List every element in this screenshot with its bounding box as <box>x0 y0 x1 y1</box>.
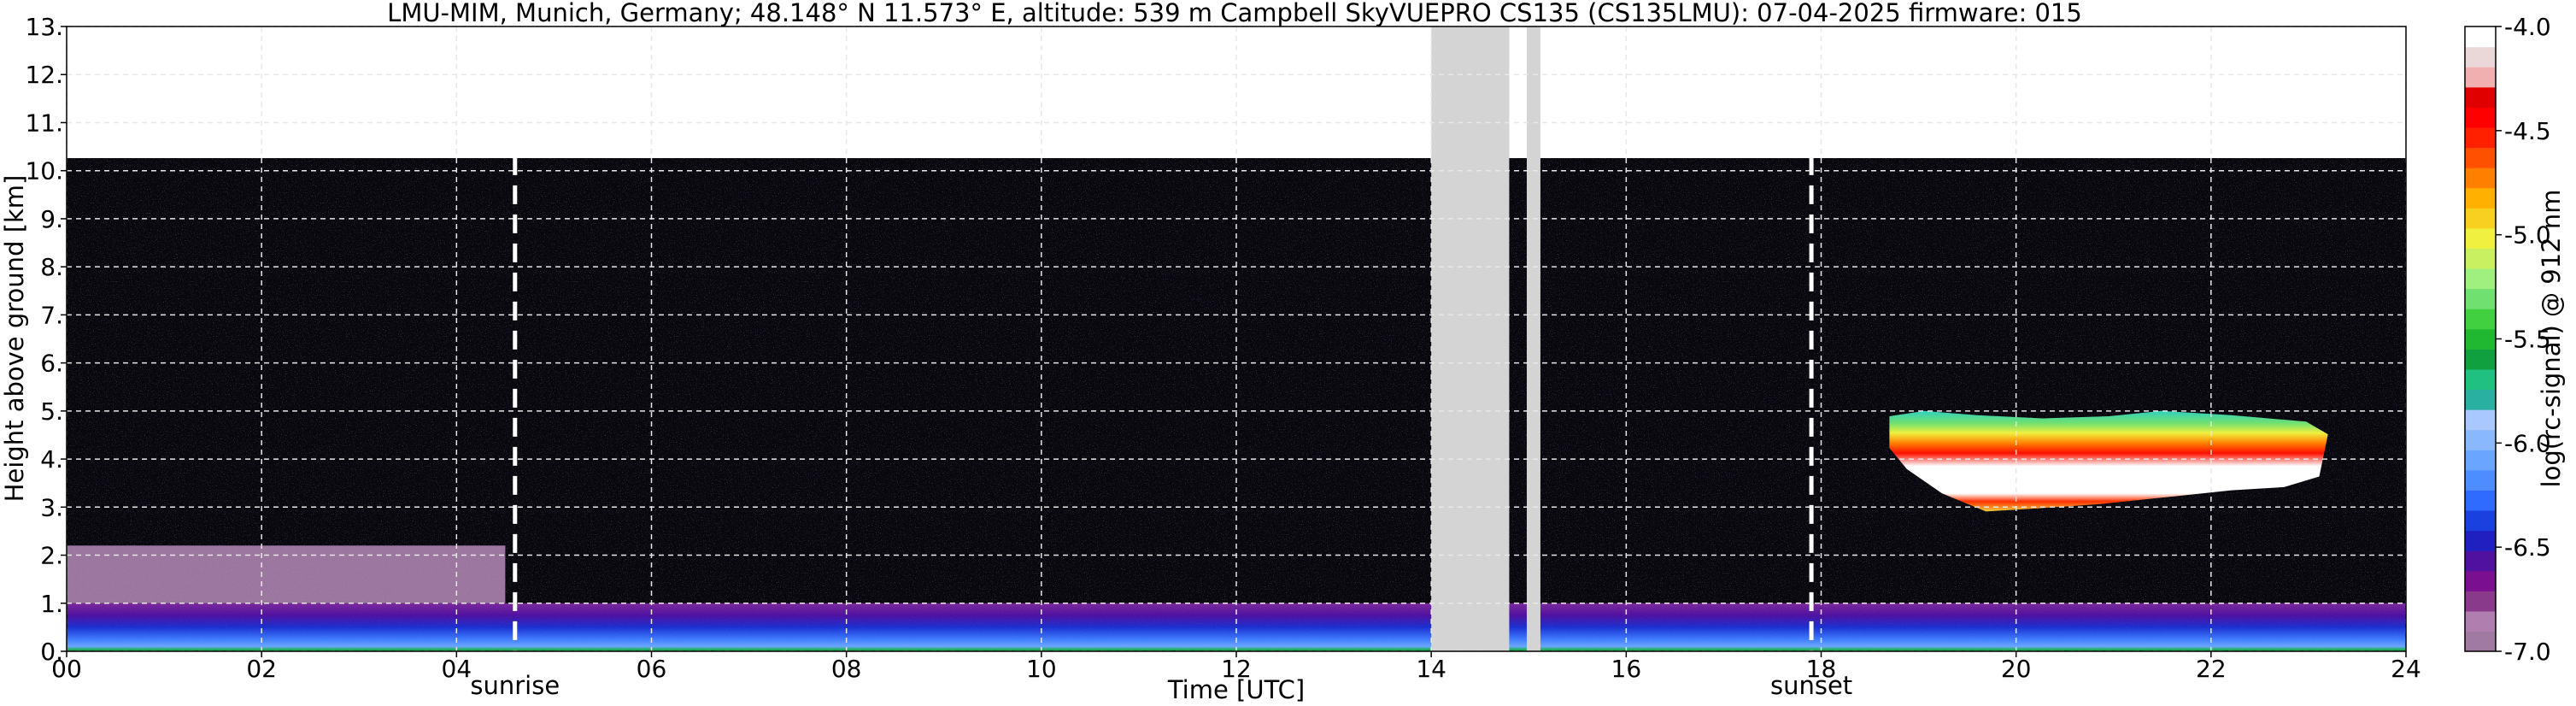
x-tick-label: 10 <box>1026 655 1057 683</box>
colorbar-swatch <box>2465 288 2496 309</box>
colorbar-swatches <box>2465 26 2496 652</box>
colorbar-swatch <box>2465 349 2496 370</box>
colorbar-swatch <box>2465 309 2496 330</box>
x-tick-label: 02 <box>246 655 277 683</box>
colorbar-swatch <box>2465 389 2496 410</box>
x-tick-label: 24 <box>2391 655 2421 683</box>
colorbar-swatch <box>2465 429 2496 450</box>
colorbar-tick-label: -5.5 <box>2504 326 2551 354</box>
x-tick-label: 22 <box>2196 655 2227 683</box>
chart-title: LMU-MIM, Munich, Germany; 48.148° N 11.5… <box>387 0 2082 27</box>
colorbar-label: log(rc-signal) @ 912 nm <box>2537 190 2566 488</box>
event-label-sunset: sunset <box>1770 671 1852 700</box>
x-tick-label: 20 <box>2001 655 2032 683</box>
colorbar-swatch <box>2465 490 2496 511</box>
x-tick-label: 08 <box>831 655 862 683</box>
y-tick-label: 4. <box>40 445 63 474</box>
x-tick-label: 12 <box>1221 655 1252 683</box>
colorbar-tick-label: -4.0 <box>2504 13 2551 41</box>
y-tick-label: 13. <box>25 13 63 41</box>
y-tick-label: 7. <box>40 301 63 329</box>
y-tick-label: 2. <box>40 542 63 570</box>
plot-area <box>66 26 2407 652</box>
x-tick-label: 16 <box>1611 655 1642 683</box>
colorbar-swatch <box>2465 227 2496 249</box>
y-tick-label: 12. <box>25 61 63 89</box>
y-tick-label: 1. <box>40 590 63 618</box>
colorbar-ticks: -4.0 -4.5 -5.0 -5.5 -6.0 -6.5 -7.0 <box>2496 13 2551 666</box>
colorbar-swatch <box>2465 409 2496 431</box>
colorbar-swatch <box>2465 187 2496 209</box>
colorbar-tick-label: -7.0 <box>2504 638 2551 666</box>
y-tick-label: 11. <box>25 109 63 137</box>
colorbar-swatch <box>2465 268 2496 290</box>
colorbar: -4.0 -4.5 -5.0 -5.5 -6.0 -6.5 -7.0 log(rc-sign… <box>2464 13 2566 666</box>
x-tick-label: 14 <box>1416 655 1446 683</box>
colorbar-swatch <box>2465 107 2496 128</box>
x-tick-label: 18 <box>1806 655 1837 683</box>
y-tick-label: 10. <box>25 157 63 185</box>
colorbar-swatch <box>2465 530 2496 551</box>
y-tick-label: 5. <box>40 397 63 426</box>
colorbar-swatch <box>2465 248 2496 269</box>
colorbar-swatch <box>2465 147 2496 168</box>
y-tick-label: 9. <box>40 205 63 233</box>
y-tick-label: 6. <box>40 350 63 378</box>
colorbar-swatch <box>2465 26 2496 48</box>
colorbar-swatch <box>2465 469 2496 491</box>
colorbar-swatch <box>2465 509 2496 532</box>
data-gaps-layer <box>1431 26 1540 651</box>
colorbar-swatch <box>2465 168 2496 189</box>
colorbar-swatch <box>2465 86 2496 108</box>
colorbar-swatch <box>2465 368 2496 391</box>
colorbar-tick-label: -6.0 <box>2504 429 2551 457</box>
event-label-sunrise: sunrise <box>470 671 560 700</box>
events-layer <box>513 156 1814 651</box>
colorbar-swatch <box>2465 631 2496 652</box>
x-axis-label: Time [UTC] <box>1167 675 1305 704</box>
x-tick-label: 00 <box>51 655 82 683</box>
colorbar-tick-label: -5.0 <box>2504 221 2551 250</box>
data-gap <box>1431 26 1510 651</box>
colorbar-swatch <box>2465 126 2496 149</box>
y-tick-label: 8. <box>40 253 63 281</box>
colorbar-swatch <box>2465 610 2496 632</box>
y-axis-ticks: 0. 1. 2. 3. 4. 5. 6. 7. 8. 9. 10. 11. 12. 13. <box>25 13 67 666</box>
feature-residual-layer-texture <box>67 545 506 603</box>
colorbar-swatch <box>2465 46 2496 68</box>
colorbar-swatch <box>2465 570 2496 591</box>
y-tick-label: 0. <box>40 638 63 666</box>
feature-mid-level-cloud <box>1889 410 2328 512</box>
colorbar-swatch <box>2465 208 2496 229</box>
data-gap <box>1526 26 1540 651</box>
colorbar-swatch <box>2465 450 2496 471</box>
colorbar-swatch <box>2465 328 2496 350</box>
colorbar-tick-label: -6.5 <box>2504 533 2551 562</box>
colorbar-tick-label: -4.5 <box>2504 117 2551 145</box>
colorbar-swatch <box>2465 591 2496 612</box>
y-tick-label: 3. <box>40 493 63 521</box>
colorbar-swatch <box>2465 67 2496 88</box>
x-axis-ticks: sunrise sunset 00 02 04 06 08 10 12 14 16 18 20 22 24 <box>51 651 2421 700</box>
colorbar-swatch <box>2465 550 2496 572</box>
x-tick-label: 06 <box>637 655 667 683</box>
x-tick-label: 04 <box>442 655 472 683</box>
y-axis-label: Height above ground [km] <box>0 175 29 503</box>
